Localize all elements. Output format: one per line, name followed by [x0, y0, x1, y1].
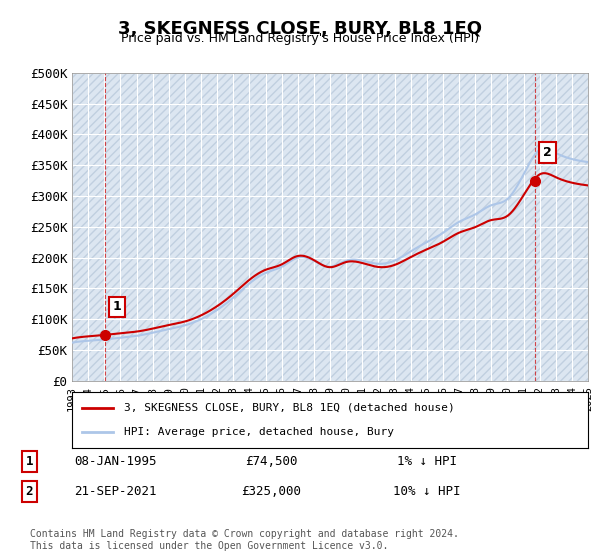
- Text: 3, SKEGNESS CLOSE, BURY, BL8 1EQ: 3, SKEGNESS CLOSE, BURY, BL8 1EQ: [118, 20, 482, 38]
- Text: 21-SEP-2021: 21-SEP-2021: [74, 485, 157, 498]
- Text: HPI: Average price, detached house, Bury: HPI: Average price, detached house, Bury: [124, 427, 394, 437]
- Text: 1: 1: [26, 455, 33, 468]
- Text: 1% ↓ HPI: 1% ↓ HPI: [397, 455, 457, 468]
- Text: Contains HM Land Registry data © Crown copyright and database right 2024.
This d: Contains HM Land Registry data © Crown c…: [30, 529, 459, 551]
- Text: £325,000: £325,000: [241, 485, 301, 498]
- Text: 2: 2: [543, 146, 552, 159]
- Text: 3, SKEGNESS CLOSE, BURY, BL8 1EQ (detached house): 3, SKEGNESS CLOSE, BURY, BL8 1EQ (detach…: [124, 403, 454, 413]
- Text: Price paid vs. HM Land Registry's House Price Index (HPI): Price paid vs. HM Land Registry's House …: [121, 32, 479, 45]
- Text: 1: 1: [113, 300, 122, 313]
- Text: £74,500: £74,500: [245, 455, 298, 468]
- Text: 2: 2: [26, 485, 33, 498]
- Text: 10% ↓ HPI: 10% ↓ HPI: [393, 485, 460, 498]
- Text: 08-JAN-1995: 08-JAN-1995: [74, 455, 157, 468]
